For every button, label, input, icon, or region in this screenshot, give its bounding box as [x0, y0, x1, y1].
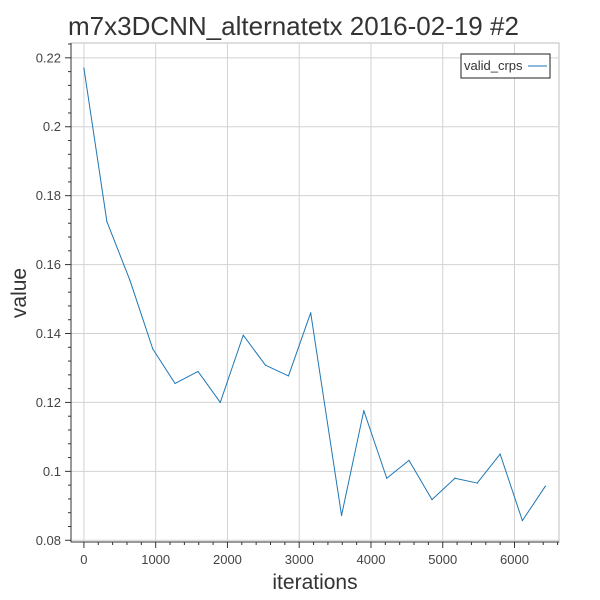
x-tick-label: 3000: [285, 552, 314, 567]
y-axis-label: value: [8, 268, 31, 318]
data-point: [264, 364, 267, 366]
y-tick-label: 0.08: [36, 533, 61, 548]
grid-lines: [71, 43, 559, 542]
data-point: [152, 348, 154, 350]
data-point: [363, 410, 365, 412]
y-tick-label: 0.22: [36, 50, 61, 65]
data-point: [106, 220, 108, 223]
data-point: [521, 520, 524, 522]
data-point: [219, 401, 221, 404]
x-tick-label: 4000: [357, 552, 386, 567]
data-point: [431, 499, 433, 501]
data-point: [287, 375, 290, 377]
x-tick-label: 5000: [428, 552, 457, 567]
x-axis-label: iterations: [272, 571, 357, 594]
data-point: [197, 370, 199, 373]
y-tick-label: 0.16: [36, 257, 61, 272]
x-tick-label: 1000: [141, 552, 170, 567]
chart-title: m7x3DCNN_alternatetx 2016-02-19 #2: [68, 11, 519, 41]
y-tick-label: 0.2: [43, 119, 61, 134]
data-point: [544, 485, 546, 487]
y-tick-label: 0.18: [36, 188, 61, 203]
series-layer: [83, 67, 546, 522]
data-point: [386, 477, 388, 479]
legend: valid_crps: [460, 53, 551, 79]
x-tick-label: 6000: [500, 552, 529, 567]
axes: 0 1000 2000 3000 4000 5000 6000 0.08 0.1 0.12 0.14…: [36, 43, 559, 567]
data-point: [174, 382, 176, 385]
data-point: [310, 312, 312, 314]
x-tick-label: 2000: [213, 552, 242, 567]
data-point: [83, 67, 85, 69]
data-point: [129, 279, 131, 281]
data-point: [454, 477, 456, 479]
y-tick-label: 0.14: [36, 326, 61, 341]
data-point: [408, 459, 410, 461]
data-point: [242, 334, 244, 336]
data-point: [340, 514, 343, 517]
x-tick-label: 0: [80, 552, 87, 567]
data-point: [476, 482, 478, 484]
legend-label: valid_crps: [464, 58, 523, 73]
y-tick-label: 0.12: [36, 395, 61, 410]
data-point: [499, 453, 501, 455]
plot-area: [70, 42, 560, 543]
y-tick-label: 0.1: [43, 464, 61, 479]
